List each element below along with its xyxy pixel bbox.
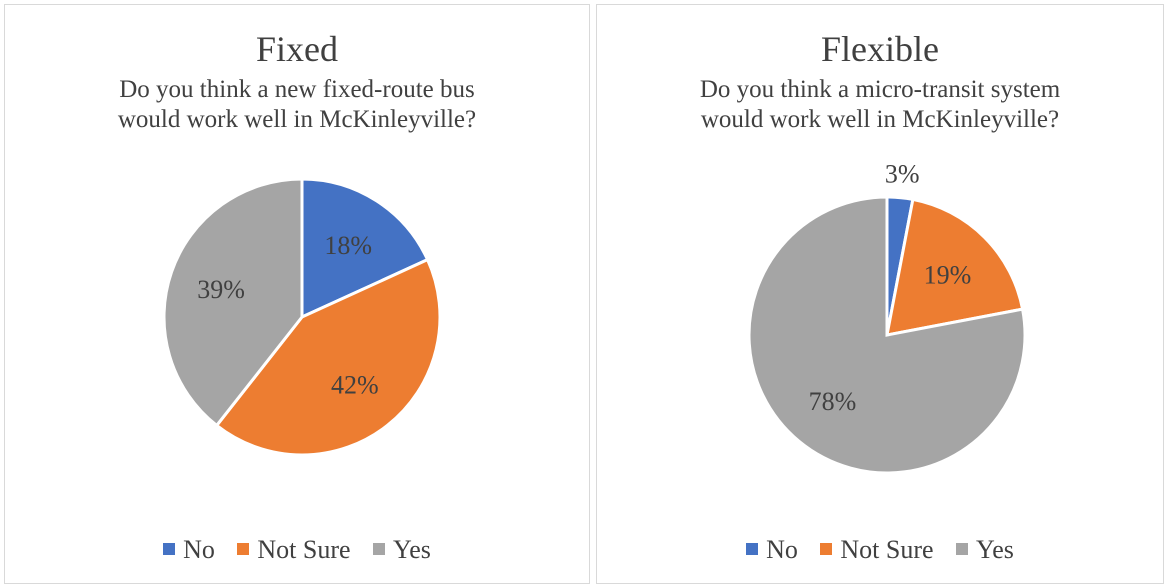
chart-subtitle-line-1: Do you think a new fixed-route bus: [119, 76, 475, 103]
legend-swatch-yes: [956, 543, 969, 555]
legend-swatch-no: [746, 543, 759, 555]
legend-label-yes: Yes: [976, 535, 1014, 564]
chart-title: Flexible: [821, 29, 939, 69]
data-label-no: 18%: [324, 231, 372, 260]
legend-item-not-sure: Not Sure: [820, 535, 934, 565]
data-label-not-sure: 19%: [924, 260, 972, 289]
chart-subtitle-line-2: would work well in McKinleyville?: [700, 106, 1060, 133]
legend-label-not-sure: Not Sure: [257, 535, 351, 564]
legend-item-yes: Yes: [956, 535, 1014, 565]
legend-swatch-not-sure: [237, 543, 250, 555]
legend-swatch-not-sure: [820, 543, 833, 555]
legend-item-no: No: [746, 535, 798, 565]
pie-chart-flexible: 3% 19% 78%: [747, 160, 1027, 475]
pie-slice-no: [300, 177, 430, 320]
pie-slice-not-sure: [885, 197, 1025, 337]
chart-legend: No Not Sure Yes: [597, 535, 1163, 565]
data-label-yes: 78%: [809, 387, 857, 416]
legend-label-no: No: [183, 535, 215, 564]
legend-label-no: No: [766, 535, 798, 564]
legend-label-yes: Yes: [393, 535, 431, 564]
legend-item-not-sure: Not Sure: [237, 535, 351, 565]
pie-slice-yes: [747, 195, 1027, 475]
pie-slice-not-sure: [214, 257, 442, 457]
legend-item-no: No: [163, 535, 215, 565]
legend-swatch-yes: [373, 543, 386, 555]
legend-label-not-sure: Not Sure: [840, 535, 934, 564]
data-label-not-sure: 42%: [331, 370, 379, 399]
data-label-yes: 39%: [197, 275, 245, 304]
chart-subtitle: Do you think a new fixed-route bus would…: [5, 75, 589, 135]
chart-legend: No Not Sure Yes: [5, 535, 589, 565]
chart-title: Fixed: [255, 29, 338, 69]
pie-slice-yes: [162, 177, 304, 428]
chart-panel-fixed: Fixed Do you think a new fixed-route bus…: [4, 4, 590, 584]
data-label-no: 3%: [885, 160, 920, 189]
pie-chart-fixed: 18% 42% 39%: [162, 177, 442, 457]
legend-item-yes: Yes: [373, 535, 431, 565]
legend-swatch-no: [163, 543, 176, 555]
chart-panel-flexible: Flexible Do you think a micro-transit sy…: [596, 4, 1164, 584]
chart-subtitle-line-2: would work well in McKinleyville?: [117, 106, 477, 133]
chart-subtitle-line-1: Do you think a micro-transit system: [699, 76, 1061, 103]
chart-subtitle: Do you think a micro-transit system woul…: [597, 75, 1163, 135]
